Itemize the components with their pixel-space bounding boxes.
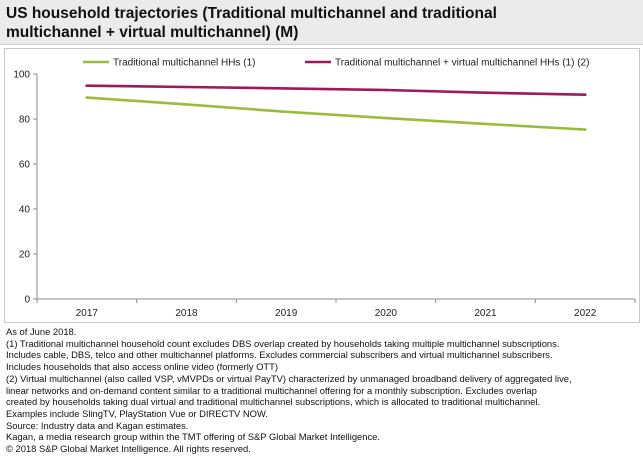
- x-tick-label: 2019: [275, 308, 298, 319]
- x-tick-label: 2018: [175, 308, 198, 319]
- line-chart: 0 20 40 60 80 100 2017 2018 2019 2020 2021 2022 Trad…: [13, 58, 636, 319]
- data-point: [185, 85, 188, 89]
- legend-label-1: Traditional multichannel HHs (1): [113, 58, 255, 69]
- title-bar: US household trajectories (Traditional m…: [0, 0, 643, 45]
- data-point: [185, 103, 188, 106]
- footnote-copyright: © 2018 S&P Global Market Intelligence. A…: [6, 443, 251, 455]
- footnote-2-line-1: (2) Virtual multichannel (also called VS…: [6, 372, 572, 384]
- footnote-1-line-1: (1) Traditional multichannel household c…: [6, 337, 560, 349]
- data-point: [85, 96, 89, 99]
- data-point: [583, 93, 587, 96]
- chart-title-line-1: US household trajectories (Traditional m…: [6, 5, 497, 22]
- data-point: [284, 87, 288, 90]
- footnote-kagan: Kagan, a media research group within the…: [6, 431, 380, 443]
- footnote-1-line-2: Includes cable, DBS, telco and other mul…: [6, 349, 553, 361]
- x-tick-label: 2017: [76, 308, 99, 319]
- y-tick-label: 0: [24, 295, 30, 306]
- data-point: [484, 122, 487, 126]
- footnote-as-of: As of June 2018.: [6, 326, 77, 337]
- series-line-1: [85, 96, 587, 131]
- y-tick-label: 20: [19, 250, 31, 261]
- y-tick-label: 60: [19, 160, 31, 171]
- footnote-2-line-3: created by households taking dual virtua…: [6, 396, 541, 408]
- footnote-1-line-3: Includes households that also access onl…: [6, 361, 279, 373]
- data-point: [384, 88, 388, 92]
- x-tick-label: 2021: [474, 308, 497, 319]
- data-point: [384, 116, 388, 120]
- y-tick-label: 80: [19, 115, 31, 126]
- y-tick-label: 40: [19, 205, 31, 216]
- footnote-2-line-4: Examples include SlingTV, PlayStation Vu…: [6, 407, 268, 419]
- legend-label-2: Traditional multichannel + virtual multi…: [335, 58, 589, 69]
- data-point: [583, 128, 587, 131]
- series-line-2: [85, 84, 587, 97]
- footnote-source: Source: Industry data and Kagan estimate…: [6, 419, 189, 431]
- data-point: [85, 84, 89, 87]
- x-tick-label: 2020: [375, 308, 398, 319]
- chart-title: US household trajectories (Traditional m…: [6, 4, 636, 42]
- x-tick-label: 2022: [574, 308, 597, 319]
- footnotes: As of June 2018. (1) Traditional multich…: [6, 326, 638, 455]
- y-tick-label: 100: [13, 70, 30, 81]
- chart-title-line-2: multichannel + virtual multichannel) (M): [6, 24, 299, 41]
- footnote-2-line-2: linear networks and on-demand content si…: [6, 384, 537, 396]
- data-point: [284, 110, 288, 114]
- data-point: [484, 91, 487, 94]
- chart-frame: 0 20 40 60 80 100 2017 2018 2019 2020 2021 2022 Trad…: [4, 48, 640, 323]
